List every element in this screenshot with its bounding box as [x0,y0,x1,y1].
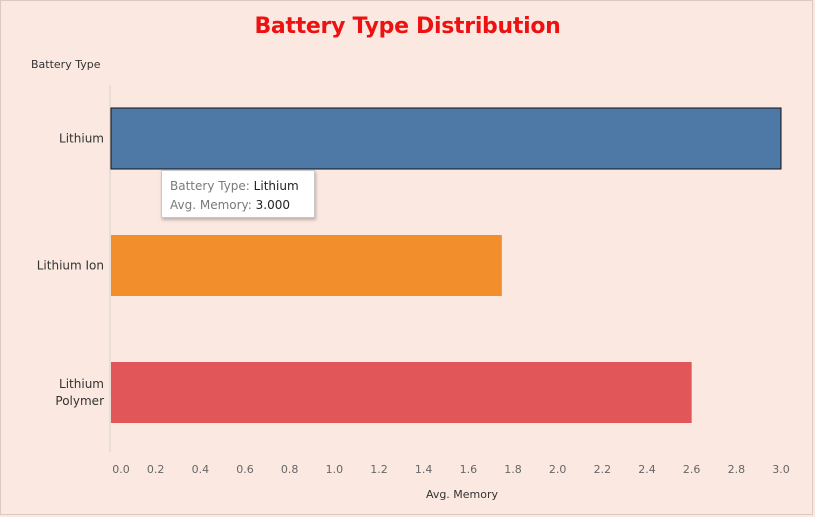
category-label-lithium: Lithium [59,132,104,146]
x-tick-label: 0.4 [192,463,210,476]
row-header: Battery Type [31,58,101,71]
x-tick-label: 1.2 [370,463,388,476]
x-tick-label: 2.8 [728,463,746,476]
x-tick-label: 1.4 [415,463,433,476]
tooltip-key-avg-memory: Avg. Memory: [170,198,252,212]
tooltip-key-battery-type: Battery Type: [170,179,250,193]
x-tick-label: 1.0 [326,463,344,476]
bar-lithium-ion[interactable] [111,235,502,296]
bar-lithium-polymer[interactable] [111,362,692,423]
bar-lithium[interactable] [110,107,782,170]
x-tick-label: 3.0 [772,463,790,476]
category-label-lithium-polymer: Lithium Polymer [55,377,104,408]
chart-title: Battery Type Distribution [254,14,561,39]
x-tick-label: 0.0 [112,463,130,476]
x-tick-label: 2.4 [638,463,656,476]
x-tick-label: 1.6 [460,463,478,476]
x-tick-label: 0.2 [147,463,165,476]
x-tick-label: 2.6 [683,463,701,476]
x-tick-label: 0.6 [236,463,254,476]
x-tick-label: 0.8 [281,463,299,476]
tooltip-value-avg-memory: 3.000 [255,198,291,212]
category-label-lithium-ion: Lithium Ion [37,259,104,273]
x-tick-label: 2.2 [594,463,612,476]
tooltip-value-battery-type: Lithium [253,179,299,193]
x-tick-label: 1.8 [504,463,522,476]
x-tick-label: 2.0 [549,463,567,476]
x-axis-title: Avg. Memory [426,488,499,501]
tooltip: Battery Type: Lithium Avg. Memory: 3.000 [161,170,315,218]
